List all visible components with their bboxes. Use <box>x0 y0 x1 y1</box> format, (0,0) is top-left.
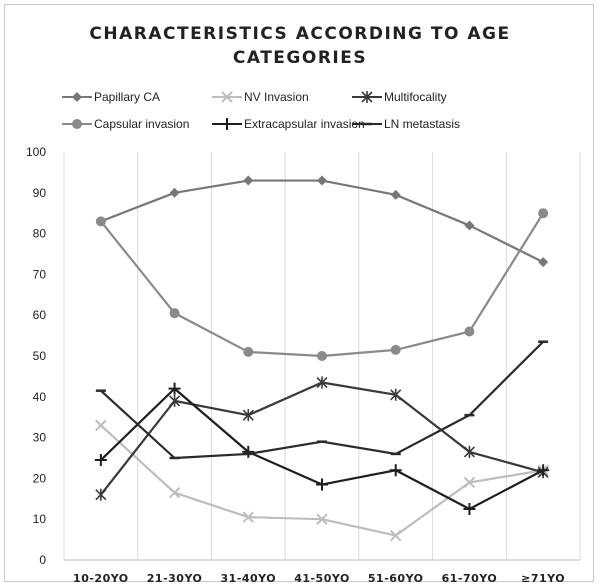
legend: Papillary CA NV Invasion Multifocality Caps… <box>62 90 460 131</box>
y-tick-label: 50 <box>33 349 47 363</box>
legend-item: NV Invasion <box>212 90 309 104</box>
chart-title: CHARACTERISTICS ACCORDING TO AGE CATEGOR… <box>0 22 600 70</box>
y-tick-label: 20 <box>33 471 47 485</box>
y-tick-label: 80 <box>33 227 47 241</box>
legend-item: Papillary CA <box>62 90 160 104</box>
data-point <box>242 445 255 458</box>
x-tick-label: ≥71YO <box>521 572 565 585</box>
data-point <box>317 351 327 361</box>
data-point <box>316 513 328 525</box>
series-multifocality <box>95 376 549 501</box>
legend-item: LN metastasis <box>352 117 460 131</box>
series-line <box>99 212 545 358</box>
data-point <box>463 476 476 489</box>
grid-lines <box>63 152 581 561</box>
data-point <box>169 308 180 319</box>
data-point <box>168 486 181 499</box>
y-tick-label: 60 <box>33 308 47 322</box>
data-point <box>242 511 254 523</box>
series-ln-metastasis <box>95 340 549 460</box>
x-tick-label: 61-70YO <box>442 572 498 585</box>
data-point <box>94 454 107 467</box>
y-tick-label: 30 <box>33 431 47 445</box>
data-point <box>463 503 476 515</box>
series-capsular-invasion <box>95 208 549 361</box>
data-point <box>390 529 402 542</box>
legend-label: Papillary CA <box>94 90 160 104</box>
legend-marker <box>221 91 233 103</box>
data-point <box>538 208 549 219</box>
data-point <box>390 344 401 355</box>
legend-label: NV Invasion <box>244 90 309 104</box>
legend-marker <box>72 119 82 129</box>
data-point <box>389 464 402 477</box>
series-line <box>99 381 544 496</box>
data-point <box>538 257 549 268</box>
legend-item: Multifocality <box>352 90 447 104</box>
chart-title-line-2: CATEGORIES <box>232 48 368 68</box>
data-point <box>390 189 401 200</box>
legend-label: Extracapsular invasion <box>244 117 365 131</box>
series-papillary-ca <box>95 175 549 268</box>
y-tick-label: 10 <box>33 512 47 526</box>
data-point <box>243 346 254 357</box>
y-tick-label: 40 <box>33 390 47 404</box>
legend-marker <box>72 92 82 102</box>
data-point <box>95 419 107 432</box>
legend-marker <box>361 91 373 103</box>
data-point <box>169 187 180 198</box>
data-point <box>316 376 328 389</box>
x-tick-label: 10-20YO <box>73 572 129 585</box>
legend-label: LN metastasis <box>384 117 460 131</box>
y-axis: 0 10 20 30 40 50 60 70 80 90 100 <box>26 145 46 567</box>
data-point <box>390 388 402 401</box>
data-point <box>316 478 328 491</box>
chart-title-line-1: CHARACTERISTICS ACCORDING TO AGE <box>89 24 511 44</box>
x-tick-label: 41-50YO <box>294 572 350 585</box>
series-line <box>100 179 544 264</box>
data-point <box>168 382 181 395</box>
data-point <box>243 175 254 186</box>
data-point <box>95 216 106 227</box>
legend-label: Capsular invasion <box>94 117 189 131</box>
data-point <box>317 175 327 186</box>
x-tick-label: 21-30YO <box>147 572 203 585</box>
data-point <box>169 394 181 407</box>
series-extracapsular-invasion <box>94 382 550 515</box>
data-point <box>242 409 254 422</box>
legend-label: Multifocality <box>384 90 447 104</box>
x-tick-label: 31-40YO <box>220 572 276 585</box>
y-tick-label: 90 <box>33 186 47 200</box>
legend-item: Extracapsular invasion <box>212 117 365 131</box>
plot-area <box>94 175 550 542</box>
y-tick-label: 70 <box>33 267 47 281</box>
data-point <box>537 464 550 477</box>
data-point <box>464 326 475 337</box>
x-axis: 10-20YO 21-30YO 31-40YO 41-50YO 51-60YO 61-70… <box>73 572 565 585</box>
legend-item: Capsular invasion <box>62 117 189 131</box>
data-point <box>463 445 475 458</box>
data-point <box>95 488 107 501</box>
x-tick-label: 51-60YO <box>368 572 424 585</box>
y-tick-label: 100 <box>26 145 46 159</box>
legend-marker <box>221 118 233 130</box>
chart-frame <box>4 4 594 582</box>
data-point <box>464 220 475 231</box>
y-tick-label: 0 <box>39 553 46 567</box>
